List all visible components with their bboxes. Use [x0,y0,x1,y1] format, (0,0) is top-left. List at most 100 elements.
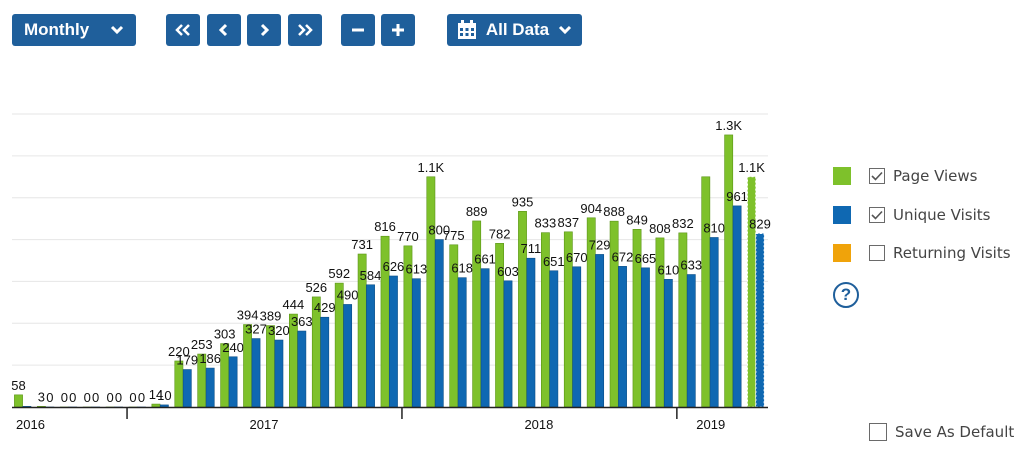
data-label-unique-visits: 0 [138,390,145,405]
chevron-down-icon [110,25,124,35]
data-label-page-views: 808 [649,221,671,236]
legend-label-unique-visits: Unique Visits [893,206,990,224]
data-label-unique-visits: 0 [69,390,76,405]
unique-visits-checkbox[interactable] [869,207,885,223]
data-label-unique-visits: 672 [612,249,634,264]
data-label-page-views: 0 [129,390,136,405]
data-label-unique-visits: 829 [749,217,771,232]
previous-period-button[interactable] [207,14,241,46]
period-select[interactable]: Monthly [12,14,136,46]
calendar-icon [457,20,477,40]
data-label-unique-visits: 711 [521,241,542,256]
data-label-page-views: 889 [466,204,488,219]
data-label-unique-visits: 603 [497,264,519,279]
bar-unique-visits [618,266,626,407]
bar-unique-visits [550,271,558,407]
year-tick-label: 2019 [696,417,725,432]
bar-unique-visits [481,269,489,407]
bar-page-views [725,135,733,407]
data-label-unique-visits: 661 [474,252,496,267]
data-label-page-views: 904 [580,201,602,216]
bar-page-views [14,395,22,407]
data-label-unique-visits: 327 [245,322,267,337]
data-label-unique-visits: 665 [635,251,657,266]
data-label-unique-visits: 670 [566,250,588,265]
bar-unique-visits [435,240,443,407]
year-tick-label: 2017 [250,417,279,432]
plus-icon [391,23,405,37]
data-label-page-views: 833 [535,216,557,231]
legend-swatch-returning-visits [833,244,851,262]
data-label-unique-visits: 610 [658,262,680,277]
data-label-page-views: 1.3K [715,118,742,133]
year-tick-label: 2018 [524,417,553,432]
next-period-button[interactable] [247,14,281,46]
double-chevron-left-icon [175,24,191,36]
save-as-default-checkbox[interactable] [869,423,887,441]
bar-unique-visits [183,370,191,407]
data-label-page-views: 731 [351,237,373,252]
bar-unique-visits [504,281,512,407]
bar-unique-visits [321,317,329,407]
first-period-button[interactable] [166,14,200,46]
data-label-page-views: 0 [84,390,91,405]
chevron-left-icon [219,23,229,37]
data-label-unique-visits: 320 [268,323,290,338]
bar-unique-visits [710,237,718,407]
data-label-unique-visits: 490 [337,287,359,302]
bar-page-views [152,404,160,407]
data-label-unique-visits: 0 [46,390,53,405]
data-label-unique-visits: 240 [222,340,244,355]
bar-unique-visits [733,206,741,407]
data-label-page-views: 253 [191,337,213,352]
data-label-unique-visits: 363 [291,314,313,329]
data-label-unique-visits: 613 [406,262,428,277]
zoom-in-button[interactable] [381,14,415,46]
data-label-page-views: 526 [305,280,327,295]
bar-unique-visits [596,254,604,407]
minus-icon [351,23,365,37]
zoom-out-button[interactable] [341,14,375,46]
data-label-page-views: 770 [397,229,419,244]
visits-bar-chart: 583 0 0 0 0 0 0 0 0 0 1410220179253186303240394327… [0,90,810,440]
data-label-unique-visits: 618 [451,261,473,276]
save-as-default-label: Save As Default [895,423,1014,441]
bar-page-views [747,177,755,407]
bar-unique-visits [229,357,237,407]
data-label-page-views: 782 [489,226,511,241]
data-label-page-views: 444 [283,297,305,312]
legend-swatch-page-views [833,167,851,185]
date-range-select[interactable]: All Data [447,14,582,46]
bar-unique-visits [389,276,397,407]
data-label-unique-visits: 0 [115,390,122,405]
data-label-page-views: 935 [512,194,534,209]
bar-unique-visits [298,331,306,407]
legend-item-unique-visits[interactable]: Unique Visits [833,205,990,225]
bar-page-views [427,177,435,407]
legend-label-returning-visits: Returning Visits [893,244,1011,262]
double-chevron-right-icon [297,24,313,36]
bar-page-views [702,177,710,407]
data-label-unique-visits: 651 [543,254,565,269]
bar-unique-visits [252,339,260,407]
last-period-button[interactable] [288,14,322,46]
bar-unique-visits [366,285,374,407]
legend-item-returning-visits[interactable]: Returning Visits [833,243,1011,263]
save-as-default[interactable]: Save As Default [869,423,1014,441]
data-label-page-views: 389 [260,309,282,324]
data-label-page-views: 1.1K [738,160,765,175]
legend-item-page-views[interactable]: Page Views [833,166,978,186]
bar-page-views [243,325,251,407]
data-label-unique-visits: 626 [383,259,405,274]
help-icon[interactable]: ? [833,282,859,308]
bar-unique-visits [275,340,283,407]
data-label-unique-visits: 429 [314,300,336,315]
data-label-page-views: 837 [557,215,579,230]
data-label-page-views: 832 [672,216,694,231]
data-label-unique-visits: 961 [726,189,748,204]
page-views-checkbox[interactable] [869,168,885,184]
data-label-page-views: 849 [626,212,648,227]
data-label-page-views: 888 [603,204,625,219]
data-label-page-views: 0 [107,390,114,405]
returning-visits-checkbox[interactable] [869,245,885,261]
